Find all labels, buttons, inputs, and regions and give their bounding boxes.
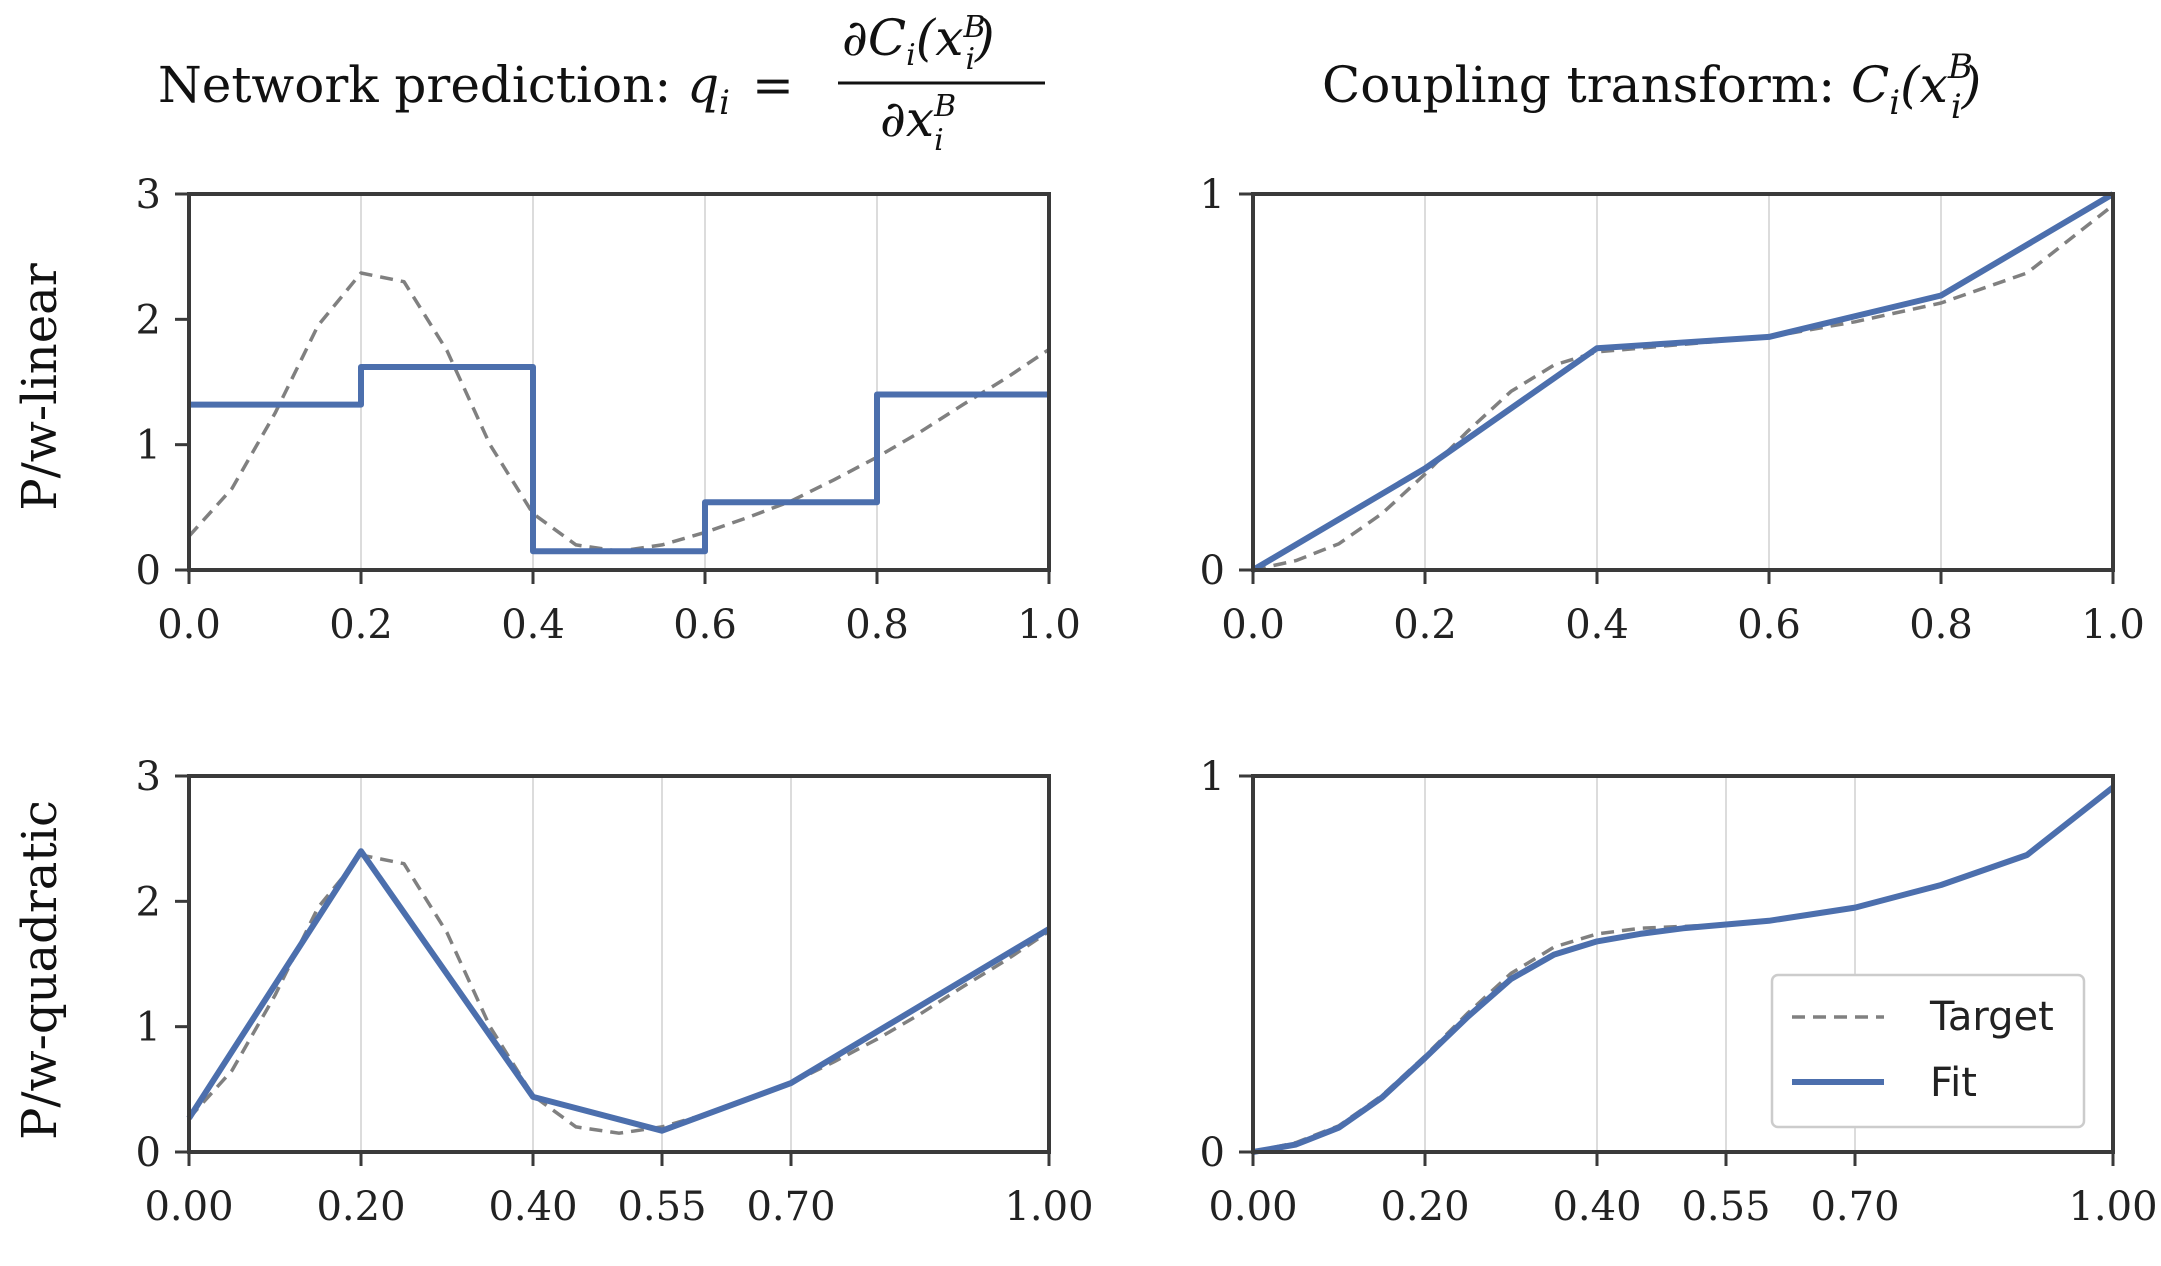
x-tick-label: 0.8 (1909, 602, 1973, 648)
left-title-q: q (687, 56, 719, 114)
y-tick-label: 1 (1200, 172, 1225, 218)
axes-frame (1253, 194, 2113, 570)
x-tick-label: 0.55 (1681, 1184, 1770, 1230)
y-tick-label: 0 (136, 548, 161, 594)
legend-target-label: Target (1929, 994, 2054, 1040)
x-tick-label: 0.0 (1221, 602, 1285, 648)
panel-pl-cdf: 0.0 0.2 0.4 0.6 0.8 1.0 0 1 (1200, 172, 2145, 648)
series-target-line (189, 855, 1049, 1133)
x-tick-label: 0.6 (1737, 602, 1801, 648)
x-tick-label: 1.0 (2081, 602, 2145, 648)
x-tick-label: 0.00 (1208, 1184, 1297, 1230)
legend-fit-label: Fit (1930, 1060, 1977, 1106)
series-fit-line (189, 851, 1049, 1130)
left-title-q-sub: i (719, 83, 730, 123)
row-label-bottom: P/w-quadratic (12, 800, 68, 1140)
x-tick-label: 0.40 (488, 1184, 577, 1230)
y-tick-label: 2 (136, 297, 161, 343)
left-title-denominator: ∂xB i (880, 89, 956, 158)
x-tick-label: 0.20 (316, 1184, 405, 1230)
x-tick-label: 0.2 (329, 602, 393, 648)
left-title-prefix: Network prediction: (158, 56, 687, 114)
left-column-title: Network prediction: qi = (158, 56, 794, 123)
y-tick-label: 0 (1200, 548, 1225, 594)
panel-pl-pdf: 0.0 0.2 0.4 0.6 0.8 1.0 0 1 2 3 (136, 172, 1081, 648)
left-title-equals: = (752, 56, 794, 114)
y-tick-label: 3 (136, 172, 161, 218)
y-tick-label: 2 (136, 879, 161, 925)
y-tick-label: 1 (1200, 754, 1225, 800)
x-tick-label: 0.70 (746, 1184, 835, 1230)
x-tick-label: 0.6 (673, 602, 737, 648)
x-tick-label: 0.40 (1552, 1184, 1641, 1230)
series-fit-line (189, 367, 1049, 551)
legend: Target Fit (1772, 975, 2084, 1127)
series-fit-line (1253, 194, 2113, 570)
row-label-top: P/w-linear (12, 263, 68, 510)
x-tick-label: 1.0 (1017, 602, 1081, 648)
axes-frame (189, 776, 1049, 1152)
x-tick-label: 0.2 (1393, 602, 1457, 648)
axes-frame (189, 194, 1049, 570)
x-tick-label: 0.4 (1565, 602, 1629, 648)
series-target-line (189, 273, 1049, 551)
right-title-prefix: Coupling transform: (1322, 56, 1851, 114)
y-tick-label: 3 (136, 754, 161, 800)
y-tick-label: 1 (136, 1005, 161, 1051)
series-target-line (1253, 205, 2113, 570)
x-tick-label: 0.55 (617, 1184, 706, 1230)
x-tick-label: 1.00 (2068, 1184, 2157, 1230)
x-tick-label: 0.00 (144, 1184, 233, 1230)
figure: Network prediction: qi = ∂Ci(xB i) ∂xB i Co… (0, 0, 2161, 1266)
right-column-title: Coupling transform: Ci(xB i) (1322, 47, 1981, 127)
panel-pq-pdf: 0.00 0.20 0.40 0.55 0.70 1.00 0 1 2 3 (136, 754, 1094, 1230)
x-tick-label: 0.8 (845, 602, 909, 648)
y-tick-label: 0 (136, 1130, 161, 1176)
x-tick-label: 1.00 (1004, 1184, 1093, 1230)
x-tick-label: 0.20 (1380, 1184, 1469, 1230)
y-tick-label: 0 (1200, 1130, 1225, 1176)
x-tick-label: 0.70 (1810, 1184, 1899, 1230)
x-tick-label: 0.4 (501, 602, 565, 648)
y-tick-label: 1 (136, 423, 161, 469)
left-title-numerator: ∂Ci(xB i) (842, 9, 995, 77)
x-tick-label: 0.0 (157, 602, 221, 648)
